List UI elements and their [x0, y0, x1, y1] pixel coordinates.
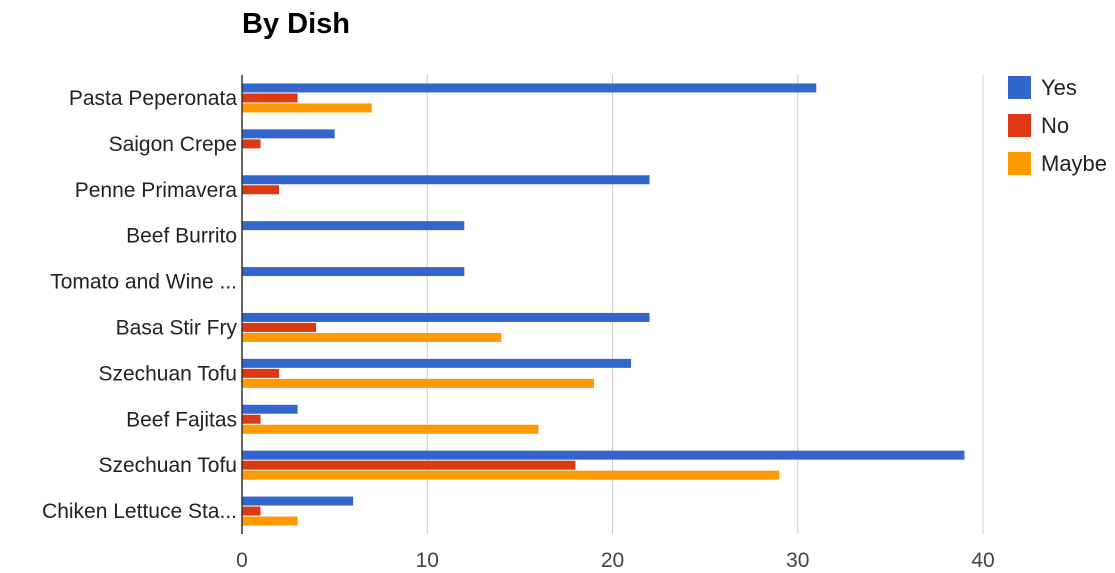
category-label: Beef Burrito: [126, 225, 237, 248]
legend: Yes No Maybe: [1008, 75, 1107, 176]
category-label: Basa Stir Fry: [116, 316, 238, 339]
category-label: Chiken Lettuce Sta...: [42, 500, 237, 523]
bar-maybe: [242, 516, 298, 526]
bar-yes: [242, 175, 650, 185]
x-tick-label: 10: [416, 549, 439, 572]
category-label: Tomato and Wine ...: [50, 271, 237, 294]
bar-no: [242, 185, 280, 195]
x-tick-label: 20: [601, 549, 624, 572]
legend-label-yes: Yes: [1041, 75, 1077, 100]
legend-swatch-no: [1008, 114, 1031, 137]
bar-no: [242, 506, 261, 516]
bar-yes: [242, 83, 817, 93]
category-label: Szechuan Tofu: [98, 454, 237, 477]
bar-yes: [242, 496, 354, 506]
bar-maybe: [242, 424, 539, 434]
bar-no: [242, 139, 261, 149]
bar-no: [242, 322, 317, 332]
bar-yes: [242, 404, 298, 414]
bar-yes: [242, 312, 650, 322]
bar-yes: [242, 267, 465, 277]
legend-swatch-yes: [1008, 76, 1031, 99]
legend-swatch-maybe: [1008, 152, 1031, 175]
bar-maybe: [242, 378, 594, 388]
bar-no: [242, 460, 576, 470]
x-tick-label: 0: [236, 549, 248, 572]
category-label: Szechuan Tofu: [98, 362, 237, 385]
legend-label-no: No: [1041, 113, 1069, 138]
bars: [242, 83, 965, 526]
category-labels: Pasta Peperonata Saigon Crepe Penne Primav…: [42, 87, 237, 523]
bar-maybe: [242, 332, 502, 342]
legend-label-maybe: Maybe: [1041, 151, 1107, 176]
x-tick-labels: 0 10 20 30 40: [236, 549, 995, 572]
x-tick-label: 30: [786, 549, 809, 572]
category-label: Pasta Peperonata: [69, 87, 237, 110]
bar-yes: [242, 129, 335, 139]
category-label: Saigon Crepe: [109, 133, 237, 156]
bar-no: [242, 414, 261, 424]
bar-yes: [242, 358, 632, 368]
bar-maybe: [242, 103, 372, 113]
bar-maybe: [242, 470, 780, 480]
bar-yes: [242, 221, 465, 231]
bar-no: [242, 93, 298, 103]
bar-yes: [242, 450, 965, 460]
category-label: Penne Primavera: [75, 179, 238, 202]
chart-title: By Dish: [242, 8, 350, 40]
category-label: Beef Fajitas: [126, 408, 237, 431]
x-tick-label: 40: [971, 549, 994, 572]
bar-no: [242, 368, 280, 378]
